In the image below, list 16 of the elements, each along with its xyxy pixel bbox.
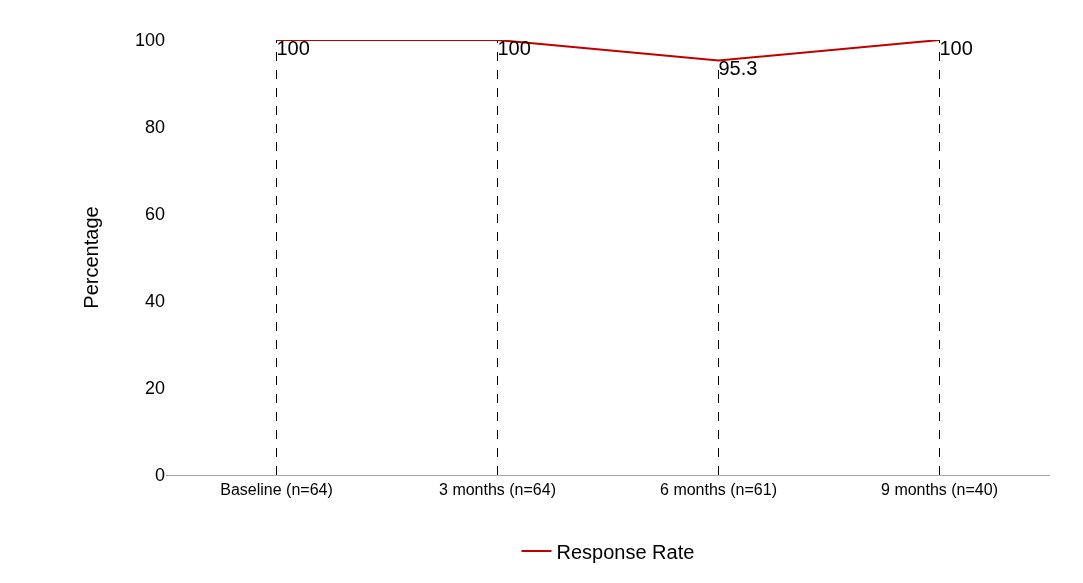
x-tick-label: 6 months (n=61) — [660, 481, 777, 499]
data-label: 100 — [497, 37, 531, 59]
x-tick-label: 3 months (n=64) — [439, 481, 556, 499]
data-label: 100 — [276, 37, 310, 59]
y-axis-title: Percentage — [80, 206, 103, 309]
x-tick-label: Baseline (n=64) — [220, 481, 333, 499]
x-tick-label: 9 months (n=40) — [881, 481, 998, 499]
y-tick-label: 20 — [144, 378, 165, 399]
y-tick-label: 0 — [154, 465, 165, 486]
y-tick-label: 80 — [144, 117, 165, 138]
data-label: 95.3 — [718, 57, 758, 80]
y-tick-label: 60 — [144, 204, 165, 225]
data-label: 100 — [939, 37, 973, 59]
y-tick-label: 40 — [144, 291, 165, 312]
legend-label: Response Rate — [556, 540, 695, 563]
y-tick-label: 100 — [134, 30, 165, 51]
